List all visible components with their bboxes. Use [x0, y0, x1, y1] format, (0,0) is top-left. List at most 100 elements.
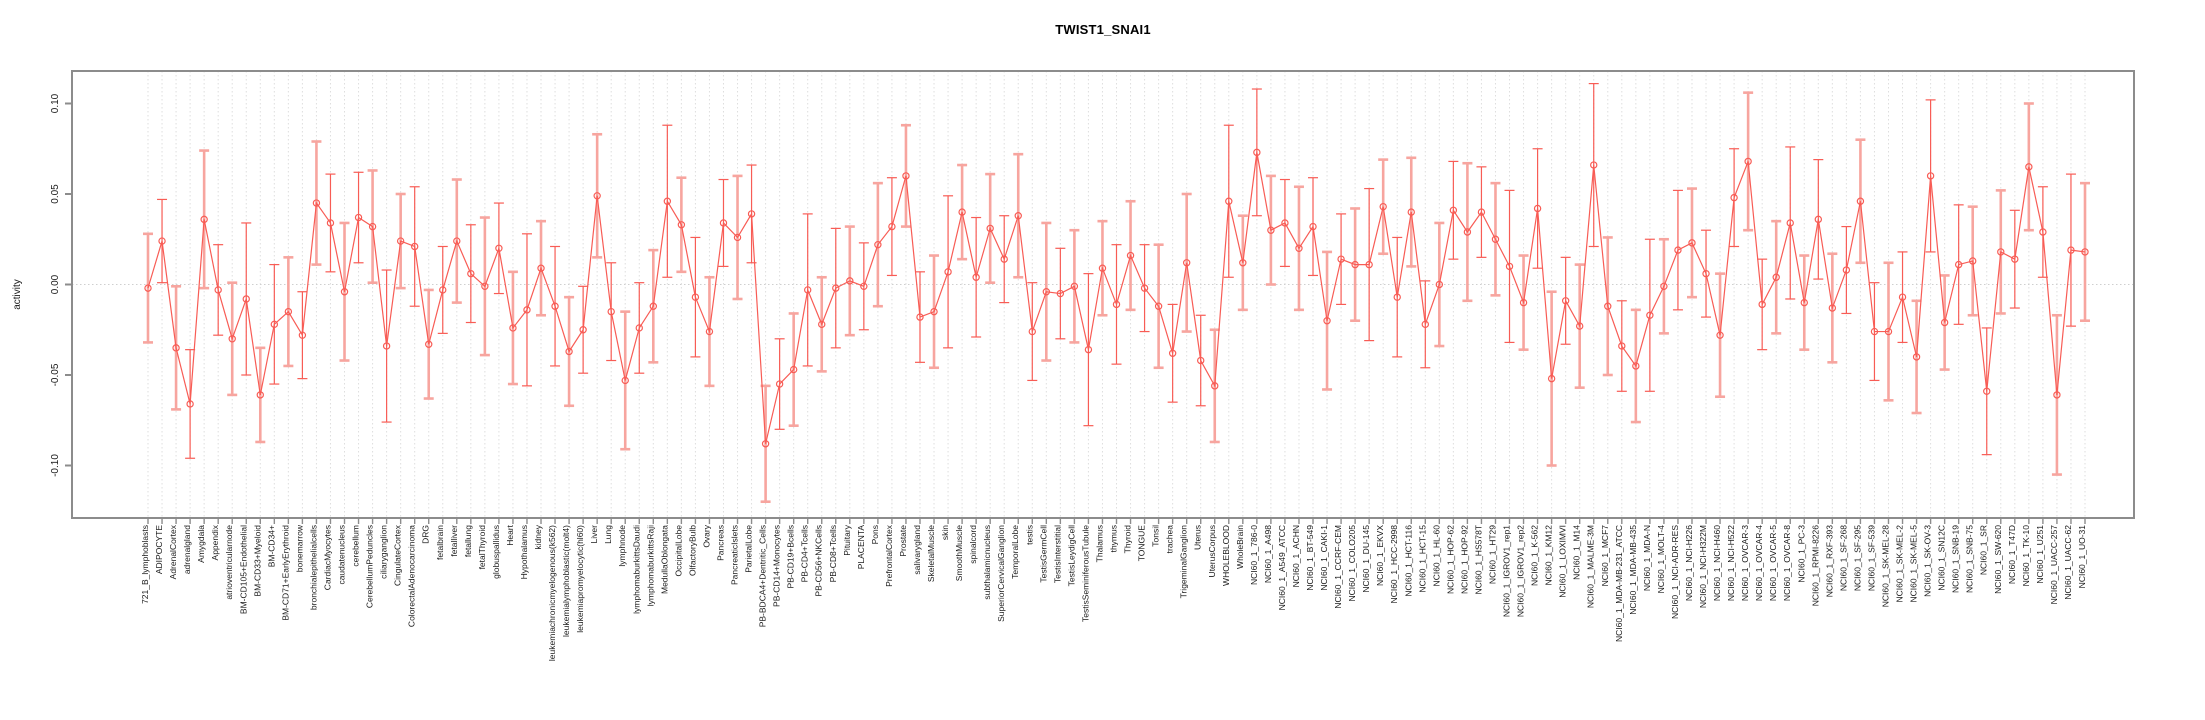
data-point	[1084, 345, 1093, 354]
x-tick-label: fetalThyroid	[477, 525, 487, 570]
data-point	[2081, 248, 2089, 256]
x-tick-label: NCI60_1_U251	[2035, 525, 2045, 584]
y-axis-title: activity	[12, 279, 23, 310]
data-point	[1828, 304, 1837, 312]
data-point	[958, 208, 966, 216]
x-tick-label: NCI60_1_SNB-75	[1965, 525, 1975, 593]
x-tick-label: lymphnode	[617, 525, 627, 567]
x-tick-label: NCI60_1_RXF-393	[1824, 525, 1834, 598]
data-point	[214, 286, 222, 294]
data-point	[1070, 282, 1079, 291]
x-tick-label: NCI60_1_T47D	[2007, 525, 2017, 584]
x-tick-label: Thalamus	[1094, 525, 1104, 562]
x-tick-label: NCI60_1_SR	[1979, 525, 1989, 575]
data-point	[663, 197, 672, 205]
data-point	[410, 242, 419, 251]
x-tick-label: NCI60_1_COLO205	[1347, 525, 1357, 602]
data-point	[649, 302, 658, 310]
data-point	[453, 237, 461, 245]
x-tick-label: NCI60_1_MOLT-4	[1656, 525, 1666, 594]
x-tick-label: NCI60_1_HOP-62	[1445, 525, 1455, 594]
data-point	[270, 320, 279, 329]
data-point	[1674, 246, 1682, 254]
x-tick-label: NCI60_1_DU-145	[1361, 525, 1371, 593]
x-tick-label: TestisSeminiferousTubule	[1080, 525, 1090, 622]
data-point	[1786, 219, 1794, 227]
x-tick-label: NCI60_1_ACHN	[1291, 525, 1301, 587]
x-tick-label: NCI60_1_UO-31	[2077, 525, 2087, 589]
x-tick-label: atrioventricularnode	[224, 525, 234, 600]
data-point	[1140, 284, 1149, 292]
data-point	[1435, 280, 1444, 289]
x-tick-label: TestisGermCell	[1038, 525, 1048, 583]
x-tick-label: NCI60_1_HCT-116	[1403, 525, 1413, 597]
data-point	[1112, 300, 1121, 309]
data-point	[1983, 387, 1991, 395]
data-point	[439, 286, 447, 294]
data-point	[1421, 320, 1429, 329]
data-point	[677, 221, 686, 229]
x-tick-label: TestisInterstitial	[1052, 525, 1062, 583]
x-tick-label: bonemarrow	[294, 524, 304, 572]
x-tick-label: TONGUE	[1137, 525, 1147, 562]
data-point	[509, 324, 517, 332]
data-point	[1758, 300, 1766, 309]
data-point	[1561, 297, 1570, 305]
data-point	[1463, 228, 1472, 236]
x-tick-label: CerebellumPeduncles	[365, 525, 375, 608]
data-point	[537, 264, 545, 272]
data-point	[425, 340, 433, 348]
x-tick-label: adrenalgland	[182, 525, 192, 574]
y-tick-label: 0.10	[50, 93, 61, 113]
x-tick-label: NCI60_1_NCI-H460	[1712, 525, 1722, 601]
x-tick-label: salivarygland	[912, 525, 922, 575]
data-point	[1842, 266, 1851, 274]
data-point	[972, 273, 980, 281]
x-tick-label: leukemialymphoblastic(molt4)	[561, 525, 571, 637]
x-tick-label: NCI60_1_MCF7	[1600, 525, 1610, 587]
x-tick-label: NCI60_1_SF-539	[1866, 525, 1876, 591]
x-tick-label: NCI60_1_OVCAR-8	[1782, 525, 1792, 601]
y-tick-label: -0.05	[50, 363, 61, 386]
data-point	[158, 237, 166, 245]
x-tick-label: bronchialepithelialcells	[308, 525, 318, 610]
x-tick-label: NCI60_1_HL-60	[1431, 525, 1441, 587]
data-point	[1365, 260, 1373, 269]
x-tick-label: ADIPOCYTE	[154, 525, 164, 574]
x-tick-label: leukemiapromyelocytic(hl60)	[575, 525, 585, 633]
data-point	[1519, 298, 1528, 307]
data-point	[1912, 353, 1921, 361]
data-point	[1547, 374, 1556, 383]
x-tick-label: NCI60_1_UACC-257	[2049, 525, 2059, 605]
x-tick-label: ColorectalAdenocarcinoma	[407, 525, 417, 627]
x-tick-label: TestisLeydigCell	[1066, 525, 1076, 587]
data-point	[621, 376, 629, 385]
data-point	[1337, 255, 1345, 263]
data-point	[1309, 222, 1317, 231]
x-tick-label: SkeletalMuscle	[926, 525, 936, 582]
x-tick-label: AdrenalCortex	[168, 524, 178, 579]
x-tick-label: SmoothMuscle	[954, 525, 964, 581]
data-point	[2039, 228, 2047, 236]
data-point	[1646, 311, 1654, 319]
data-point	[1997, 248, 2005, 256]
data-point	[326, 219, 335, 227]
data-point	[916, 313, 924, 321]
x-tick-label: NCI60_1_NCI-ADR-RES	[1670, 525, 1680, 619]
data-point	[1604, 302, 1612, 310]
data-point	[986, 224, 994, 233]
data-point	[565, 347, 573, 356]
x-tick-label: PrefrontalCortex	[884, 524, 894, 587]
x-tick-label: NCI60_1_A549_ATCC	[1277, 525, 1287, 610]
data-point	[1660, 282, 1668, 291]
data-point	[1295, 244, 1303, 252]
x-tick-label: NCI60_1_LOXIMVI	[1558, 525, 1568, 598]
x-tick-label: NCI60_1_A498	[1263, 525, 1273, 583]
x-tick-label: ciliaryganglion	[379, 525, 389, 579]
x-tick-label: NCI60_1_TK-10	[2021, 525, 2031, 587]
x-tick-label: DRG	[421, 525, 431, 544]
x-tick-label: NCI60_1_MALME-3M	[1586, 525, 1596, 608]
data-point	[719, 219, 728, 227]
x-tick-label: kidney	[533, 524, 543, 549]
